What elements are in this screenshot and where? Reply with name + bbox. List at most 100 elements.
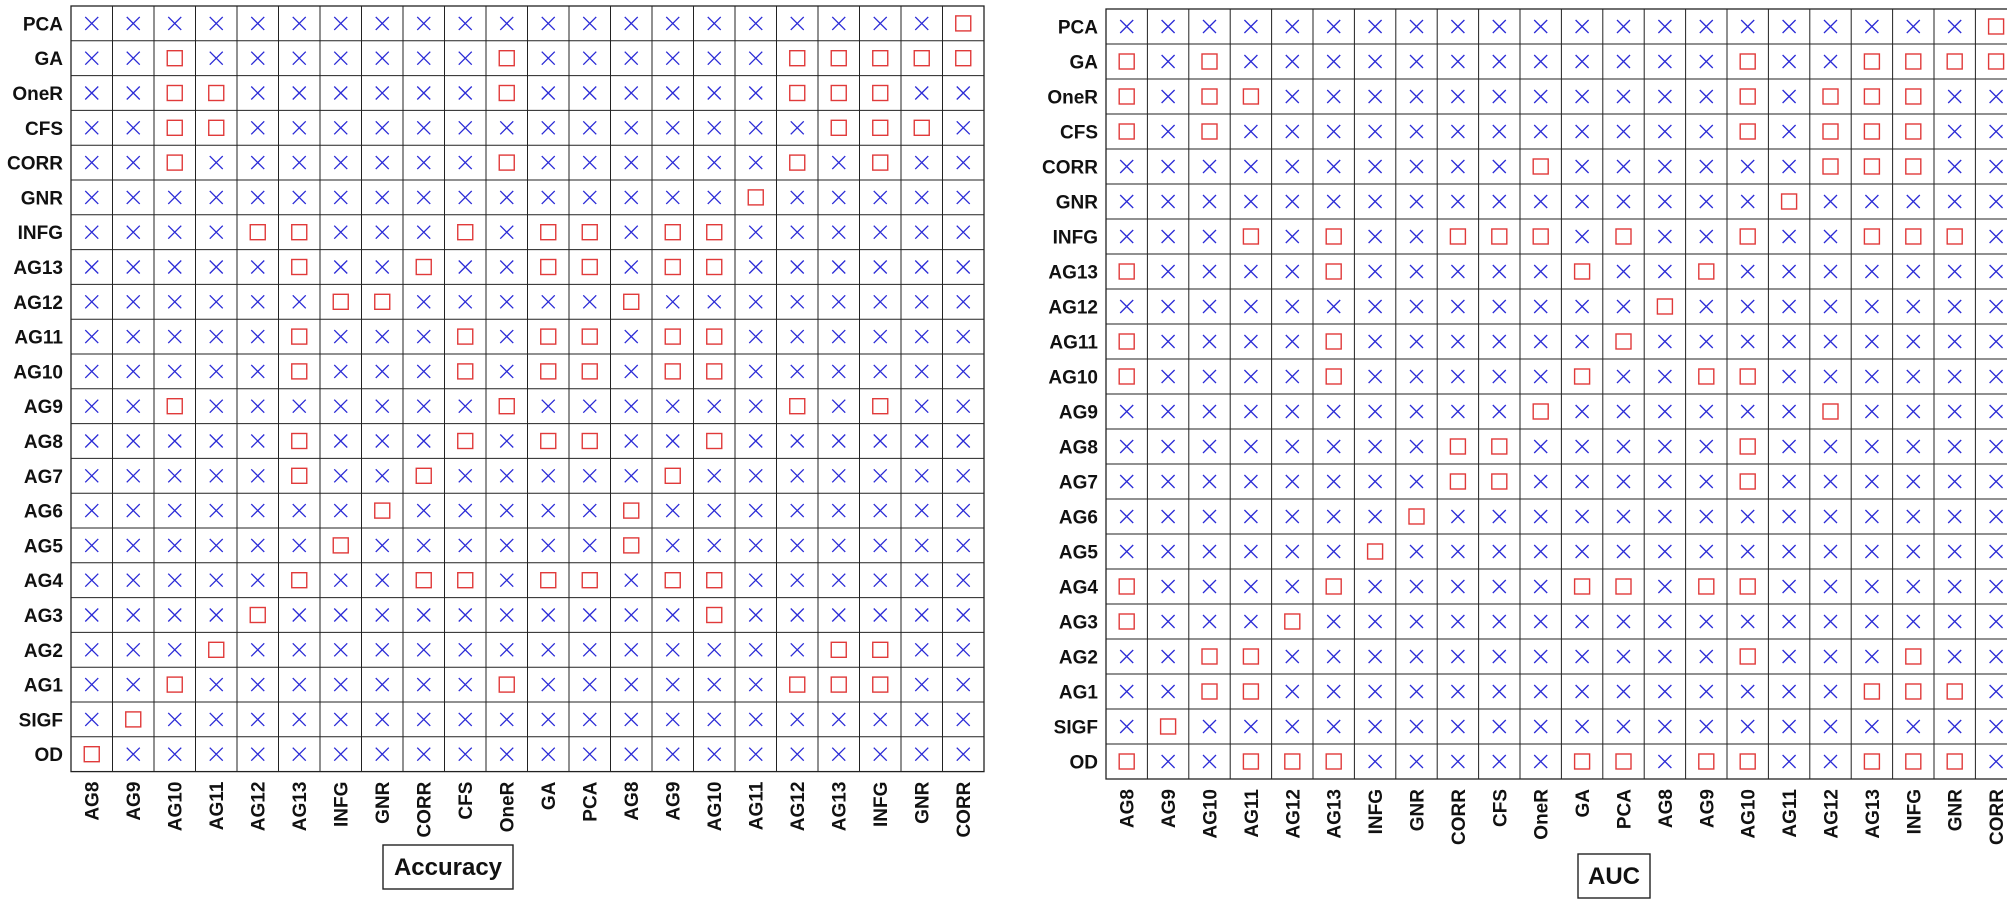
x-mark <box>1907 510 1920 523</box>
x-mark <box>542 609 555 622</box>
column-label: GNR <box>913 781 934 824</box>
x-mark <box>915 539 928 552</box>
x-mark <box>376 574 389 587</box>
x-mark <box>1244 440 1257 453</box>
x-mark <box>1617 125 1630 138</box>
x-mark <box>251 121 264 134</box>
x-mark <box>1534 125 1547 138</box>
x-mark <box>334 17 347 30</box>
x-mark <box>1783 580 1796 593</box>
square-mark <box>541 573 556 588</box>
x-mark <box>666 191 679 204</box>
x-mark <box>417 52 430 65</box>
x-mark <box>168 435 181 448</box>
x-mark <box>874 469 887 482</box>
x-mark <box>1824 545 1837 558</box>
x-mark <box>1658 90 1671 103</box>
x-mark <box>1451 405 1464 418</box>
x-mark <box>1990 265 2003 278</box>
x-mark <box>791 539 804 552</box>
x-mark <box>127 52 140 65</box>
column-label: AG9 <box>124 782 145 821</box>
square-mark <box>1243 684 1258 699</box>
x-mark <box>1948 125 1961 138</box>
square-mark <box>333 538 348 553</box>
square-mark <box>1326 369 1341 384</box>
x-mark <box>1203 615 1216 628</box>
square-mark <box>707 329 722 344</box>
x-mark <box>1327 720 1340 733</box>
x-mark <box>1162 510 1175 523</box>
x-mark <box>832 191 845 204</box>
x-mark <box>874 539 887 552</box>
x-mark <box>915 400 928 413</box>
square-mark <box>292 468 307 483</box>
x-mark <box>1700 475 1713 488</box>
x-mark <box>1948 615 1961 628</box>
square-mark <box>458 434 473 449</box>
row-label: AG4 <box>1059 578 1099 599</box>
x-mark <box>1162 335 1175 348</box>
x-mark <box>1658 615 1671 628</box>
x-mark <box>1369 370 1382 383</box>
x-mark <box>1907 370 1920 383</box>
square-mark <box>1823 124 1838 139</box>
x-mark <box>1162 545 1175 558</box>
column-label: AG8 <box>622 782 643 821</box>
x-mark <box>251 539 264 552</box>
x-mark <box>749 226 762 239</box>
x-mark <box>749 469 762 482</box>
x-mark <box>1493 20 1506 33</box>
x-mark <box>334 469 347 482</box>
square-mark <box>1119 614 1134 629</box>
x-mark <box>832 748 845 761</box>
column-label: INFG <box>871 782 892 827</box>
x-mark <box>1658 405 1671 418</box>
x-mark <box>1410 300 1423 313</box>
x-mark <box>1369 720 1382 733</box>
x-mark <box>957 400 970 413</box>
column-label: CFS <box>456 782 477 820</box>
x-mark <box>957 261 970 274</box>
x-mark <box>168 713 181 726</box>
square-mark <box>1740 754 1755 769</box>
column-label: AG12 <box>1822 789 1843 839</box>
square-mark <box>1285 754 1300 769</box>
square-mark <box>1243 89 1258 104</box>
x-mark <box>127 574 140 587</box>
x-mark <box>625 748 638 761</box>
column-label: PCA <box>1615 789 1636 829</box>
x-mark <box>957 435 970 448</box>
x-mark <box>749 504 762 517</box>
square-mark <box>1740 229 1755 244</box>
x-mark <box>251 435 264 448</box>
x-mark <box>1327 160 1340 173</box>
square-mark <box>1823 404 1838 419</box>
x-mark <box>542 191 555 204</box>
x-mark <box>542 469 555 482</box>
square-mark <box>1119 579 1134 594</box>
x-mark <box>1286 90 1299 103</box>
x-mark <box>1410 685 1423 698</box>
x-mark <box>1617 20 1630 33</box>
x-mark <box>334 121 347 134</box>
x-mark <box>1948 370 1961 383</box>
x-mark <box>874 226 887 239</box>
x-mark <box>832 365 845 378</box>
x-mark <box>583 156 596 169</box>
x-mark <box>1658 195 1671 208</box>
x-mark <box>1534 580 1547 593</box>
row-label: GNR <box>1056 193 1099 214</box>
column-label: AG12 <box>249 782 270 832</box>
x-mark <box>1410 440 1423 453</box>
square-mark <box>873 399 888 414</box>
x-mark <box>85 469 98 482</box>
x-mark <box>334 52 347 65</box>
square-mark <box>1450 474 1465 489</box>
square-mark <box>1906 649 1921 664</box>
x-mark <box>666 609 679 622</box>
x-mark <box>1824 510 1837 523</box>
x-mark <box>666 748 679 761</box>
x-mark <box>127 261 140 274</box>
